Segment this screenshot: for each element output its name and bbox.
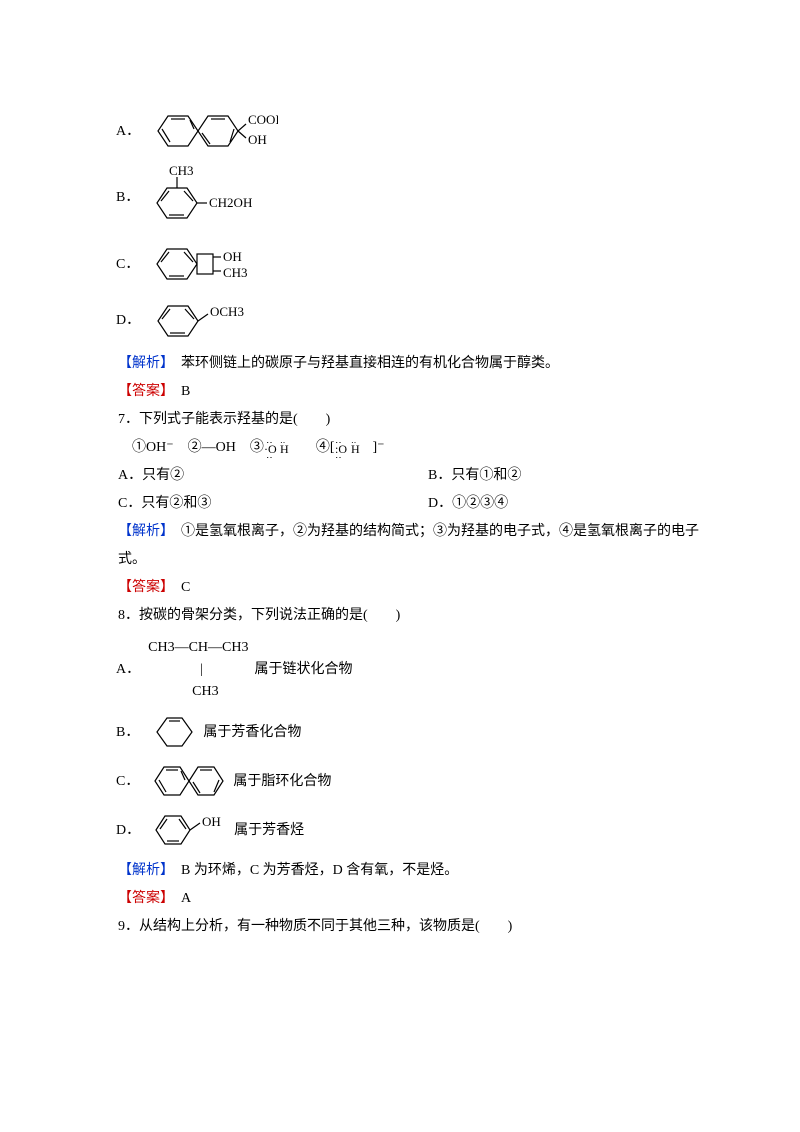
option-label: C．	[116, 251, 139, 279]
benzene-och3-structure: OCH3	[148, 296, 268, 346]
q7-option-C: C．只有②和③	[90, 490, 400, 518]
svg-text:OH: OH	[223, 249, 242, 264]
option-tail: 属于芳香烃	[234, 817, 304, 845]
q8-answer: 【答案】 A	[90, 885, 710, 913]
option-label: D．	[116, 307, 140, 335]
svg-text:CH2OH: CH2OH	[209, 195, 252, 210]
answer-text: A	[167, 891, 191, 906]
analysis-label: 【解析】	[118, 863, 167, 878]
q6-option-A: A． COOH OH	[116, 104, 710, 159]
q7-analysis: 【解析】 ①是氢氧根离子，②为羟基的结构简式；③为羟基的电子式，④是氢氧根离子的…	[90, 518, 710, 574]
analysis-text: ①是氢氧根离子，②为羟基的结构简式；③为羟基的电子式，④是氢氧根离子的电子式。	[118, 524, 699, 567]
svg-text:‥: ‥	[335, 450, 342, 459]
q7-answer: 【答案】 C	[90, 574, 710, 602]
answer-label: 【答案】	[118, 580, 167, 595]
q7-items: ①OH⁻ ②—OH ③ ‥ ·O ‥ ‥ H ④[ ‥ :O ‥ ‥ H ]⁻	[90, 434, 710, 462]
answer-text: C	[167, 580, 190, 595]
q6-option-C: C． OH CH3	[116, 237, 710, 292]
naphthalene-cooh-oh-structure: COOH OH	[148, 104, 278, 159]
q7-options-row2: C．只有②和③ D．①②③④	[90, 490, 710, 518]
q6-analysis: 【解析】 苯环侧链上的碳原子与羟基直接相连的有机化合物属于醇类。	[90, 350, 710, 378]
q7-option-A: A．只有②	[90, 462, 400, 490]
q7-stem: 7．下列式子能表示羟基的是( )	[90, 406, 710, 434]
option-label: C．	[116, 768, 139, 796]
option-tail: 属于链状化合物	[254, 656, 352, 684]
analysis-label: 【解析】	[118, 524, 167, 539]
q8-analysis: 【解析】 B 为环烯，C 为芳香烃，D 含有氧，不是烃。	[90, 857, 710, 885]
analysis-text: 苯环侧链上的碳原子与羟基直接相连的有机化合物属于醇类。	[167, 356, 559, 371]
q7-options-row1: A．只有② B．只有①和②	[90, 462, 710, 490]
lewis-oh-radical-icon: ‥ ·O ‥ ‥ H	[264, 437, 302, 459]
svg-text:H: H	[280, 442, 289, 456]
q8-option-A: A． CH3—CH—CH3 | CH3 属于链状化合物	[116, 634, 710, 706]
q6-answer: 【答案】 B	[90, 378, 710, 406]
svg-text:‥: ‥	[266, 450, 273, 459]
svg-text:COOH: COOH	[248, 112, 278, 127]
svg-text:OCH3: OCH3	[210, 304, 244, 319]
q8-option-B: B． 属于芳香化合物	[116, 710, 710, 755]
svg-text:CH3: CH3	[169, 163, 194, 178]
answer-label: 【答案】	[118, 384, 167, 399]
analysis-text: B 为环烯，C 为芳香烃，D 含有氧，不是烃。	[167, 863, 458, 878]
lewis-oh-anion-icon: ‥ :O ‥ ‥ H	[335, 437, 373, 459]
q7-option-B: B．只有①和②	[400, 462, 710, 490]
q8-stem: 8．按碳的骨架分类，下列说法正确的是( )	[90, 602, 710, 630]
answer-text: B	[167, 384, 190, 399]
answer-label: 【答案】	[118, 891, 167, 906]
phenol-structure: OH	[148, 808, 228, 853]
svg-text:OH: OH	[248, 132, 267, 147]
isobutane-structure: CH3—CH—CH3 | CH3	[148, 634, 248, 706]
option-label: A．	[116, 656, 140, 684]
benzene-ch3-ch2oh-structure: CH3 CH2OH	[147, 163, 277, 233]
q6-option-B: B． CH3 CH2OH	[116, 163, 710, 233]
option-label: D．	[116, 817, 140, 845]
svg-text:OH: OH	[202, 814, 221, 829]
option-label: B．	[116, 719, 139, 747]
fused-ring-oh-ch3-structure: OH CH3	[147, 237, 267, 292]
option-tail: 属于芳香化合物	[203, 719, 301, 747]
q9-stem: 9．从结构上分析，有一种物质不同于其他三种，该物质是( )	[90, 913, 710, 941]
cyclohexene-structure	[147, 710, 197, 755]
q6-option-D: D． OCH3	[116, 296, 710, 346]
q8-option-D: D． OH 属于芳香烃	[116, 808, 710, 853]
option-tail: 属于脂环化合物	[233, 768, 331, 796]
q7-option-D: D．①②③④	[400, 490, 710, 518]
option-label: B．	[116, 184, 139, 212]
q8-option-C: C． 属于脂环化合物	[116, 759, 710, 804]
analysis-label: 【解析】	[118, 356, 167, 371]
option-label: A．	[116, 118, 140, 146]
naphthalene-structure	[147, 759, 227, 804]
svg-text:H: H	[351, 442, 360, 456]
svg-text:CH3: CH3	[223, 265, 248, 280]
